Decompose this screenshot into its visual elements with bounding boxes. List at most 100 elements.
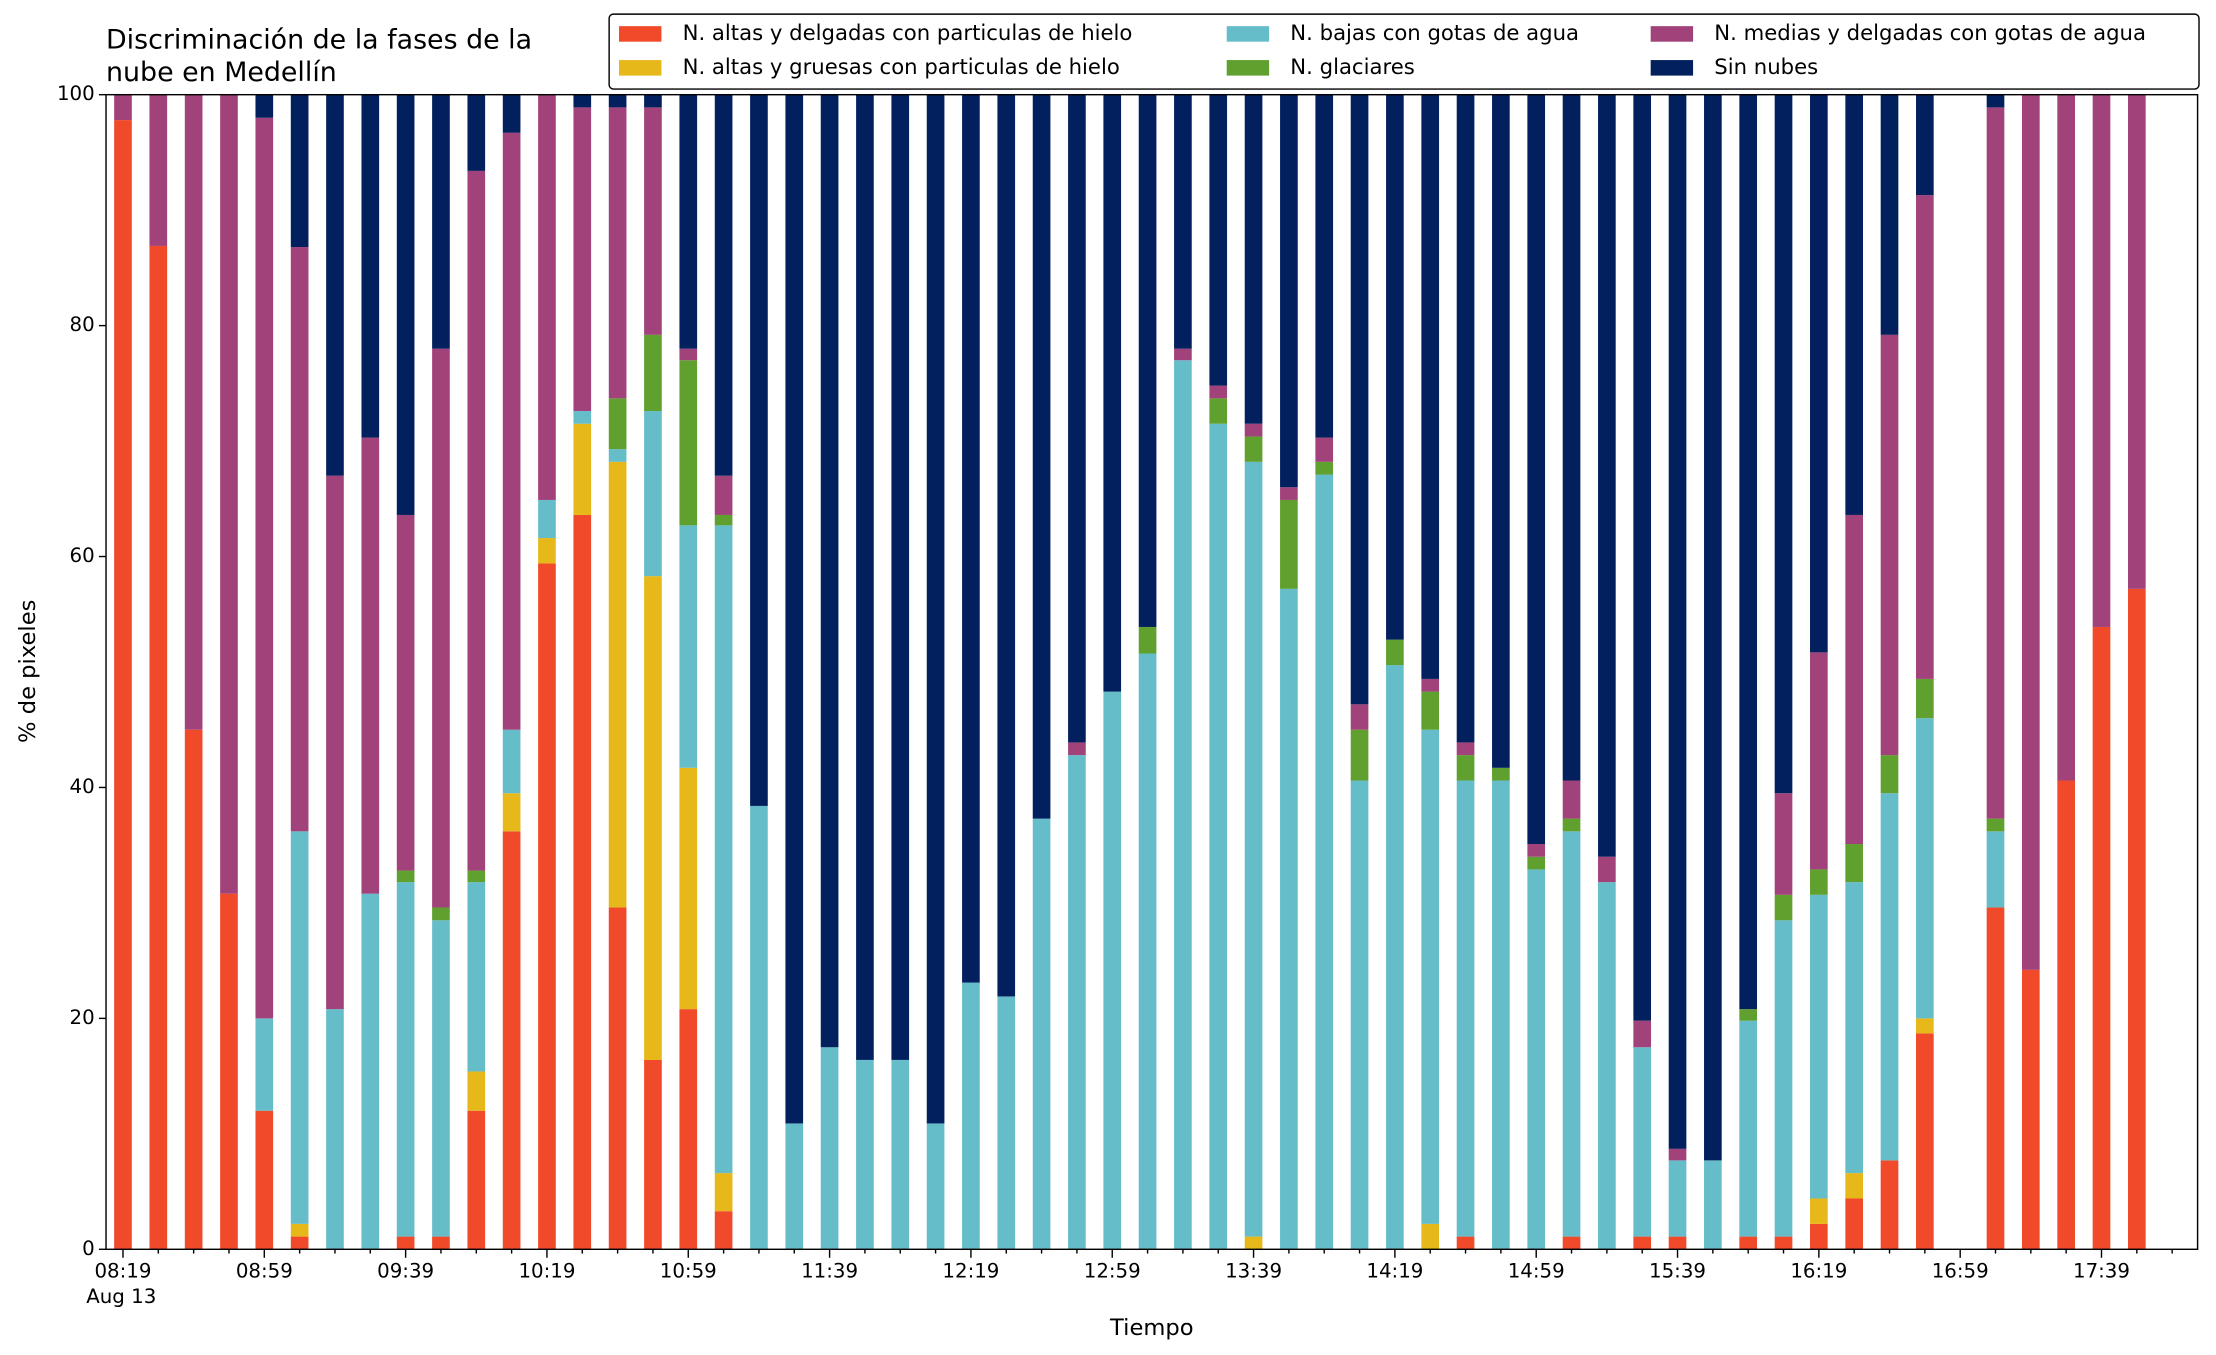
bar-segment — [149, 245, 168, 1250]
bar-segment — [1103, 691, 1122, 1250]
bar-segment — [644, 576, 662, 1060]
x-tick-label: 16:59 — [1932, 1259, 1989, 1282]
bar-segment — [785, 1123, 804, 1250]
bar-segment — [1527, 856, 1546, 870]
bar-segment — [1880, 94, 1899, 335]
bar-segment — [1492, 767, 1510, 781]
x-tick-sublabel: Aug 13 — [86, 1285, 156, 1308]
bar-segment — [679, 348, 698, 361]
bar-segment — [1138, 653, 1157, 1250]
bar-segment — [1598, 94, 1616, 857]
bar-segment — [1068, 755, 1086, 1250]
bar-segment — [326, 475, 344, 1010]
bar-segment — [255, 1018, 274, 1111]
bar-segment — [1845, 844, 1864, 883]
bar-segment — [1774, 920, 1793, 1237]
bar-segment — [1845, 94, 1864, 515]
bar-segment — [538, 538, 556, 564]
bar-segment — [2057, 94, 2075, 781]
bar-segment — [644, 334, 662, 412]
x-tick-label: 10:19 — [518, 1259, 575, 1282]
bar-segment — [856, 1059, 874, 1250]
bar-segment — [1068, 94, 1086, 743]
bar-segment — [255, 117, 274, 1019]
bar-segment — [573, 107, 592, 412]
bar-segment — [114, 120, 132, 1250]
bar-segment — [997, 94, 1016, 997]
bar-segment — [679, 525, 698, 768]
chart-title: Discriminación de la fases de la — [106, 24, 532, 55]
legend-swatch — [619, 60, 662, 76]
bar-segment — [1562, 94, 1581, 781]
bar-segment — [1845, 1198, 1864, 1250]
x-tick-label: 17:39 — [2073, 1259, 2130, 1282]
bar-segment — [1068, 742, 1086, 756]
bar-segment — [1244, 94, 1263, 424]
bar-segment — [432, 348, 450, 908]
x-tick-label: 08:59 — [236, 1259, 293, 1282]
bar-segment — [1668, 94, 1687, 1149]
bar-segment — [255, 1110, 274, 1250]
bar-segment — [1668, 1160, 1687, 1237]
bar-segment — [432, 907, 450, 921]
bar-segment — [467, 1110, 486, 1250]
bar-segment — [1421, 94, 1440, 679]
bar-segment — [1244, 461, 1263, 1237]
bar-segment — [1633, 94, 1652, 1021]
bar-segment — [184, 729, 203, 1250]
bar-segment — [1598, 856, 1616, 883]
bar-segment — [1350, 729, 1369, 781]
bar-segment — [1810, 94, 1828, 653]
bar-segment — [396, 870, 415, 883]
bar-segment — [1986, 907, 2005, 1250]
bar-segment — [679, 767, 698, 1010]
bar-segment — [2022, 969, 2040, 1250]
bar-segment — [1916, 718, 1934, 1019]
bar-segment — [1209, 385, 1228, 399]
bar-segment — [1174, 348, 1192, 361]
bar-segment — [502, 793, 521, 832]
bar-segment — [361, 893, 380, 1250]
bar-segment — [396, 1236, 415, 1250]
bar-segment — [573, 94, 592, 108]
bar-segment — [608, 94, 627, 108]
y-tick-label: 20 — [70, 1006, 95, 1029]
bar-segment — [1244, 423, 1263, 437]
bar-segment — [502, 729, 521, 794]
bar-segment — [1138, 626, 1157, 654]
bar-segment — [891, 94, 910, 1060]
bar-segment — [1810, 1223, 1828, 1250]
bar-segment — [1774, 793, 1793, 895]
bar-segment — [1739, 1020, 1758, 1237]
bar-segment — [1456, 742, 1475, 756]
bar-segment — [962, 982, 980, 1250]
bar-segment — [679, 360, 698, 526]
bar-segment — [1562, 780, 1581, 819]
bar-segment — [997, 996, 1016, 1250]
bar-segment — [1421, 678, 1440, 692]
bar-segment — [1492, 94, 1510, 768]
bar-segment — [1739, 1236, 1758, 1250]
bar-segment — [255, 94, 274, 118]
bar-segment — [1315, 461, 1334, 475]
bar-segment — [1880, 334, 1899, 756]
bar-segment — [1209, 94, 1228, 386]
bar-segment — [962, 94, 980, 983]
bar-segment — [1986, 107, 2005, 819]
legend-swatch — [1226, 60, 1270, 76]
y-tick-label: 100 — [57, 82, 95, 105]
x-tick-label: 11:39 — [801, 1259, 858, 1282]
x-tick-label: 16:19 — [1790, 1259, 1847, 1282]
bar-segment — [1598, 882, 1616, 1250]
bar-segment — [1774, 894, 1793, 921]
legend-label: N. bajas con gotas de agua — [1290, 20, 1579, 45]
bar-segment — [1492, 780, 1510, 1250]
bar-segment — [149, 94, 168, 246]
bar-segment — [750, 94, 768, 806]
legend-label: N. altas y delgadas con particulas de hi… — [683, 20, 1133, 45]
bar-segment — [714, 475, 733, 515]
bar-segment — [679, 1009, 698, 1250]
bar-segment — [750, 805, 768, 1250]
bar-segment — [1032, 818, 1051, 1250]
